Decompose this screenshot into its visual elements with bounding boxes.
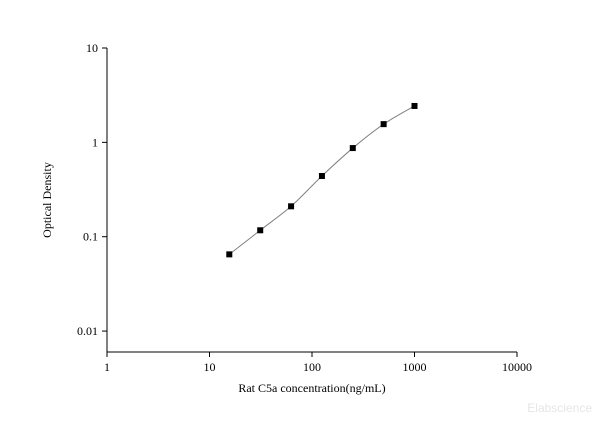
data-point — [411, 102, 418, 109]
x-axis-title: Rat C5a concentration(ng/mL) — [238, 381, 385, 395]
x-tick-label: 10000 — [502, 360, 532, 374]
data-point — [226, 251, 233, 258]
y-tick-label: 0.1 — [83, 230, 98, 244]
y-tick-label: 10 — [86, 41, 98, 55]
x-tick-label: 1000 — [403, 360, 427, 374]
y-axis-title: Optical Density — [40, 162, 54, 238]
data-point — [380, 121, 387, 128]
x-tick-label: 10 — [204, 360, 216, 374]
fit-curve — [228, 105, 415, 255]
data-point — [318, 172, 325, 179]
data-point — [257, 227, 264, 234]
watermark: Elabscience — [527, 401, 592, 415]
y-tick-label: 0.01 — [77, 324, 98, 338]
data-point — [288, 203, 295, 210]
data-point — [349, 145, 356, 152]
x-tick-label: 1 — [104, 360, 110, 374]
x-tick-label: 100 — [303, 360, 321, 374]
y-tick-label: 1 — [92, 135, 98, 149]
